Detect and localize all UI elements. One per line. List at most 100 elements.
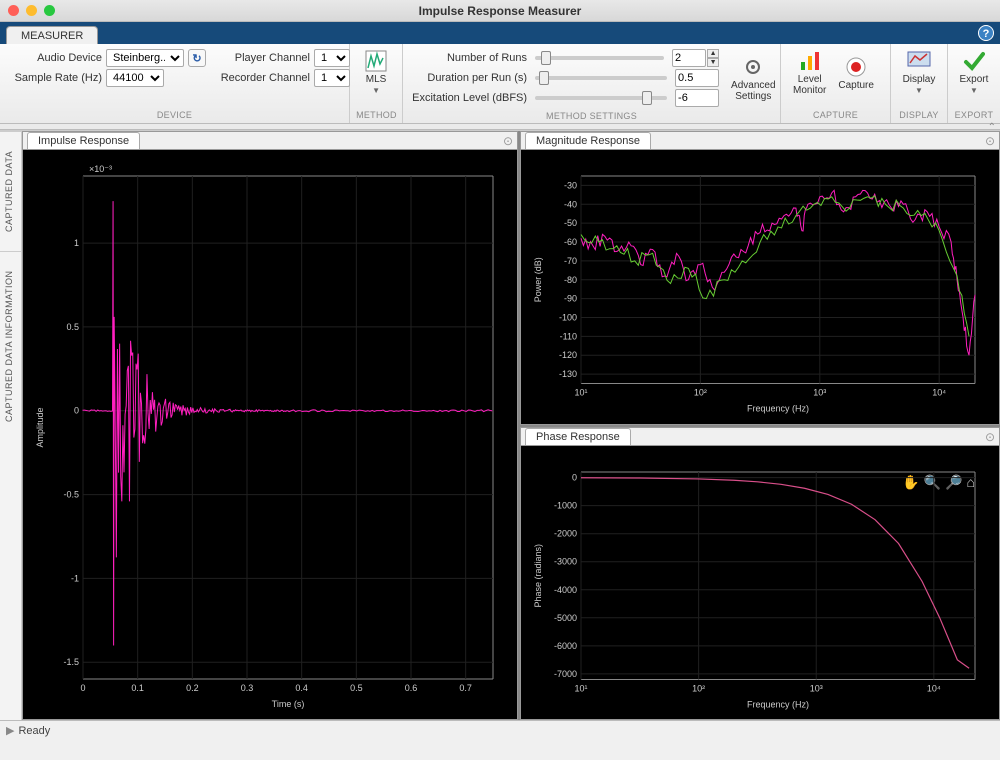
runs-input[interactable]: [672, 49, 706, 67]
magnitude-chart[interactable]: -130 -120 -110 -100 -90 -80 -70 -60 -50 -40 -30 10¹…: [527, 158, 989, 416]
status-arrow-icon: ▶: [6, 724, 14, 737]
svg-text:-4000: -4000: [554, 584, 577, 594]
magnitude-plot-tab[interactable]: Magnitude Response: [525, 132, 651, 149]
magnitude-plot-close-icon[interactable]: ⊙: [985, 134, 995, 148]
group-label-display: DISPLAY: [897, 108, 941, 123]
excitation-slider[interactable]: [535, 96, 667, 100]
display-button[interactable]: Display ▼: [897, 47, 941, 97]
svg-text:0.6: 0.6: [405, 683, 418, 693]
gear-icon: [741, 55, 765, 79]
svg-text:-120: -120: [559, 350, 577, 360]
method-mls-button[interactable]: MLS ▼: [356, 47, 396, 97]
refresh-devices-button[interactable]: ↻: [188, 49, 206, 67]
svg-text:-3000: -3000: [554, 556, 577, 566]
excitation-input[interactable]: [675, 89, 719, 107]
help-icon[interactable]: ?: [978, 25, 994, 41]
svg-text:0.2: 0.2: [186, 683, 199, 693]
svg-text:-7000: -7000: [554, 668, 577, 678]
player-channel-label: Player Channel: [216, 52, 310, 64]
svg-text:-80: -80: [564, 275, 577, 285]
impulse-plot-tabbar: Impulse Response ⊙: [23, 132, 517, 150]
toolbar-collapse-bar[interactable]: ⌃: [0, 124, 1000, 130]
svg-text:0: 0: [74, 406, 79, 416]
svg-text:-6000: -6000: [554, 640, 577, 650]
advanced-settings-button[interactable]: Advanced Settings: [725, 47, 781, 109]
sidetab-captured-data[interactable]: CAPTURED DATA: [0, 131, 21, 251]
level-monitor-label: Level Monitor: [793, 74, 826, 96]
duration-input[interactable]: [675, 69, 719, 87]
check-icon: [962, 49, 986, 73]
phase-plot-tab[interactable]: Phase Response: [525, 428, 631, 445]
impulse-plot-close-icon[interactable]: ⊙: [503, 134, 513, 148]
svg-text:10³: 10³: [813, 388, 826, 398]
minimize-icon[interactable]: [26, 5, 37, 16]
svg-text:-90: -90: [564, 294, 577, 304]
phase-chart[interactable]: ✋ 🔍 🔎 ⌂ -7000-6000-5000-4000-3000-2000-1…: [527, 454, 989, 712]
sidetab-captured-info[interactable]: CAPTURED DATA INFORMATION: [0, 251, 21, 441]
duration-slider[interactable]: [535, 76, 667, 80]
svg-text:10²: 10²: [692, 683, 705, 693]
close-icon[interactable]: [8, 5, 19, 16]
svg-text:Time (s): Time (s): [272, 699, 305, 709]
svg-text:-50: -50: [564, 218, 577, 228]
svg-text:10⁴: 10⁴: [932, 388, 946, 398]
svg-text:-70: -70: [564, 256, 577, 266]
phase-plot-close-icon[interactable]: ⊙: [985, 430, 995, 444]
svg-text:0.1: 0.1: [131, 683, 144, 693]
svg-text:10¹: 10¹: [574, 683, 587, 693]
svg-text:Frequency (Hz): Frequency (Hz): [747, 404, 809, 414]
svg-text:0.5: 0.5: [66, 322, 79, 332]
impulse-plot-tab[interactable]: Impulse Response: [27, 132, 140, 149]
svg-text:-1.5: -1.5: [63, 657, 79, 667]
svg-text:-40: -40: [564, 199, 577, 209]
runs-slider[interactable]: [535, 56, 664, 60]
svg-text:Frequency (Hz): Frequency (Hz): [747, 699, 809, 709]
svg-text:0.3: 0.3: [241, 683, 254, 693]
sample-rate-select[interactable]: 44100: [106, 69, 164, 87]
tab-measurer[interactable]: MEASURER: [6, 26, 98, 44]
capture-button[interactable]: Capture: [832, 47, 880, 98]
display-icon: [907, 49, 931, 73]
svg-text:Power (dB): Power (dB): [533, 257, 543, 302]
group-label-capture: CAPTURE: [787, 108, 884, 123]
mls-icon: [364, 49, 388, 73]
svg-text:10²: 10²: [694, 388, 707, 398]
svg-text:-110: -110: [560, 331, 577, 341]
svg-text:Amplitude: Amplitude: [35, 407, 45, 447]
svg-text:10³: 10³: [810, 683, 823, 693]
runs-label: Number of Runs: [409, 52, 527, 64]
advanced-settings-label: Advanced Settings: [731, 80, 775, 102]
svg-text:-60: -60: [564, 237, 577, 247]
svg-text:0.4: 0.4: [295, 683, 308, 693]
group-label-method-settings: METHOD SETTINGS: [409, 109, 774, 124]
group-label-device: DEVICE: [6, 108, 343, 123]
level-monitor-button[interactable]: Level Monitor: [787, 47, 832, 98]
window-controls[interactable]: [8, 5, 55, 16]
svg-text:0.5: 0.5: [350, 683, 363, 693]
player-channel-select[interactable]: 1: [314, 49, 350, 67]
svg-text:10⁴: 10⁴: [927, 683, 941, 693]
svg-text:-130: -130: [559, 369, 577, 379]
sample-rate-label: Sample Rate (Hz): [6, 72, 102, 84]
audio-device-select[interactable]: Steinberg...: [106, 49, 184, 67]
excitation-label: Excitation Level (dBFS): [409, 92, 527, 104]
svg-text:×10⁻³: ×10⁻³: [89, 164, 112, 174]
recorder-channel-label: Recorder Channel: [216, 72, 310, 84]
export-label: Export: [960, 74, 989, 85]
runs-down[interactable]: ▼: [707, 58, 719, 67]
toolbar: Audio Device Steinberg... ↻ Sample Rate …: [0, 44, 1000, 124]
export-button[interactable]: Export ▼: [954, 47, 994, 97]
titlebar: Impulse Response Measurer: [0, 0, 1000, 22]
recorder-channel-select[interactable]: 1: [314, 69, 350, 87]
runs-up[interactable]: ▲: [707, 49, 719, 58]
status-bar: ▶ Ready: [0, 720, 1000, 740]
display-label: Display: [903, 74, 936, 85]
group-label-method: METHOD: [356, 108, 396, 123]
zoom-icon[interactable]: [44, 5, 55, 16]
level-monitor-icon: [798, 49, 822, 73]
impulse-chart[interactable]: -1.5-1-0.500.5100.10.20.30.40.50.60.7Tim…: [29, 158, 507, 711]
svg-text:-100: -100: [559, 312, 577, 322]
svg-text:-30: -30: [564, 180, 577, 190]
status-text: Ready: [18, 725, 50, 737]
svg-text:10¹: 10¹: [574, 388, 587, 398]
